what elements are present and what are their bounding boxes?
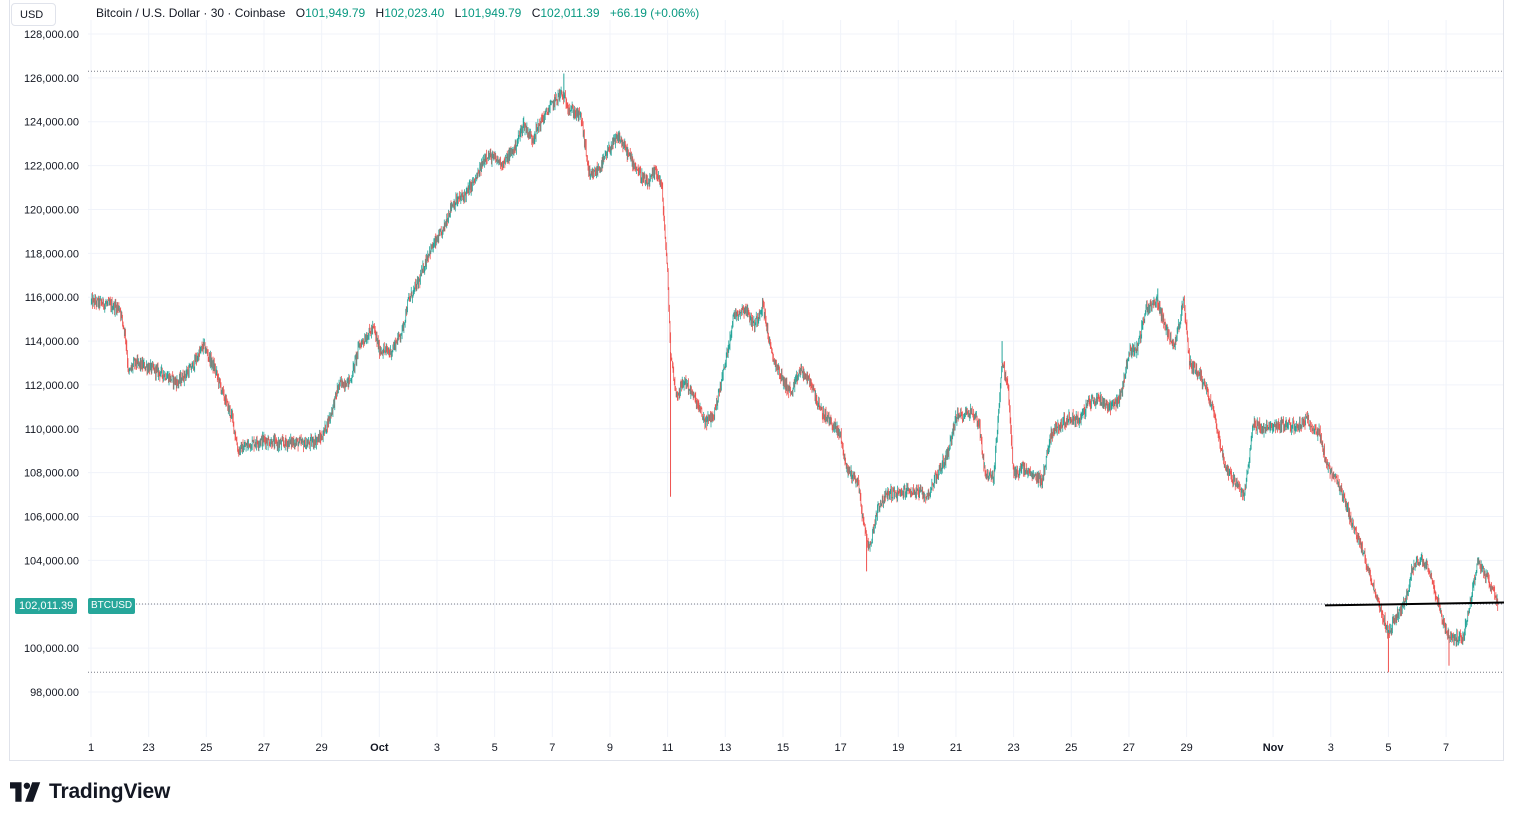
price-axis[interactable]: 128,000.00 126,000.00 124,000.00 122,000.00… — [24, 29, 79, 699]
chart-grid — [88, 20, 1503, 737]
y-tick-label: 128,000.00 — [24, 29, 79, 41]
x-tick-label: 9 — [607, 742, 613, 754]
y-tick-label: 122,000.00 — [24, 161, 79, 173]
y-tick-label: 118,000.00 — [25, 248, 79, 260]
x-tick-label: 19 — [892, 742, 904, 754]
x-tick-label: 3 — [434, 742, 440, 754]
trendline-drawing[interactable] — [1324, 601, 1505, 607]
high-label: H — [375, 6, 385, 20]
currency-selector[interactable]: USD — [11, 3, 56, 26]
price-levels — [88, 70, 1503, 673]
x-tick-label: 13 — [719, 742, 731, 754]
symbol-title[interactable]: Bitcoin / U.S. Dollar · 30 · Coinbase — [96, 6, 286, 20]
y-tick-label: 124,000.00 — [24, 117, 79, 129]
y-tick-label: 104,000.00 — [24, 555, 79, 567]
y-tick-label: 100,000.00 — [24, 643, 79, 655]
candles — [90, 73, 1499, 673]
symbol-badge: BTCUSD — [88, 598, 136, 614]
x-tick-label: 17 — [835, 742, 847, 754]
low-value: 101,949.79 — [461, 6, 522, 20]
x-tick-label: 23 — [143, 742, 155, 754]
time-axis[interactable]: 1 23 25 27 29 Oct 3 5 7 9 11 13 15 17 19 21 23 25 27 29 Nov 3… — [88, 742, 1449, 754]
x-tick-label: 7 — [1443, 742, 1449, 754]
x-tick-label: 5 — [1385, 742, 1391, 754]
open-label: O — [295, 6, 306, 20]
x-tick-label: 15 — [777, 742, 789, 754]
horizontal-trendline — [1324, 601, 1505, 607]
x-tick-label: 11 — [662, 742, 673, 754]
x-tick-label: 23 — [1007, 742, 1019, 754]
x-tick-label: 21 — [950, 742, 962, 754]
last-price-badge: 102,011.39 — [15, 598, 78, 614]
y-tick-label: 114,000.00 — [25, 336, 79, 348]
tradingview-logo-text: TradingView — [49, 780, 171, 803]
y-tick-label: 110,000.00 — [25, 424, 79, 436]
x-tick-label: 25 — [200, 742, 212, 754]
x-tick-label: 27 — [1123, 742, 1135, 754]
y-tick-label: 108,000.00 — [24, 468, 79, 480]
x-tick-label: Nov — [1263, 742, 1285, 754]
high-value: 102,023.40 — [384, 6, 445, 20]
x-tick-label: Oct — [370, 742, 389, 754]
tradingview-logo-icon — [10, 782, 41, 802]
low-label: L — [454, 6, 462, 20]
y-tick-label: 98,000.00 — [30, 687, 79, 699]
x-tick-label: 25 — [1065, 742, 1077, 754]
y-tick-label: 106,000.00 — [24, 512, 79, 524]
x-tick-label: 7 — [549, 742, 555, 754]
y-tick-label: 120,000.00 — [24, 204, 79, 216]
y-tick-label: 126,000.00 — [24, 73, 79, 85]
x-tick-label: 29 — [316, 742, 328, 754]
price-chart[interactable]: 128,000.00 126,000.00 124,000.00 122,000.00… — [0, 0, 1513, 770]
x-tick-label: 5 — [492, 742, 498, 754]
open-value: 101,949.79 — [305, 6, 366, 20]
x-tick-label: 1 — [88, 742, 94, 754]
x-tick-label: 29 — [1180, 742, 1192, 754]
close-value: 102,011.39 — [540, 6, 600, 20]
currency-label: USD — [20, 9, 44, 21]
change-value: +66.19 (+0.06%) — [609, 6, 700, 20]
y-tick-label: 112,000.00 — [25, 380, 79, 392]
chart-frame — [9, 0, 1504, 761]
ohlc-legend: Bitcoin / U.S. Dollar · 30 · Coinbase O1… — [96, 6, 699, 20]
close-label: C — [531, 6, 541, 20]
tradingview-logo[interactable]: TradingView — [10, 780, 170, 804]
x-tick-label: 27 — [258, 742, 270, 754]
y-tick-label: 116,000.00 — [25, 292, 79, 304]
x-tick-label: 3 — [1328, 742, 1334, 754]
